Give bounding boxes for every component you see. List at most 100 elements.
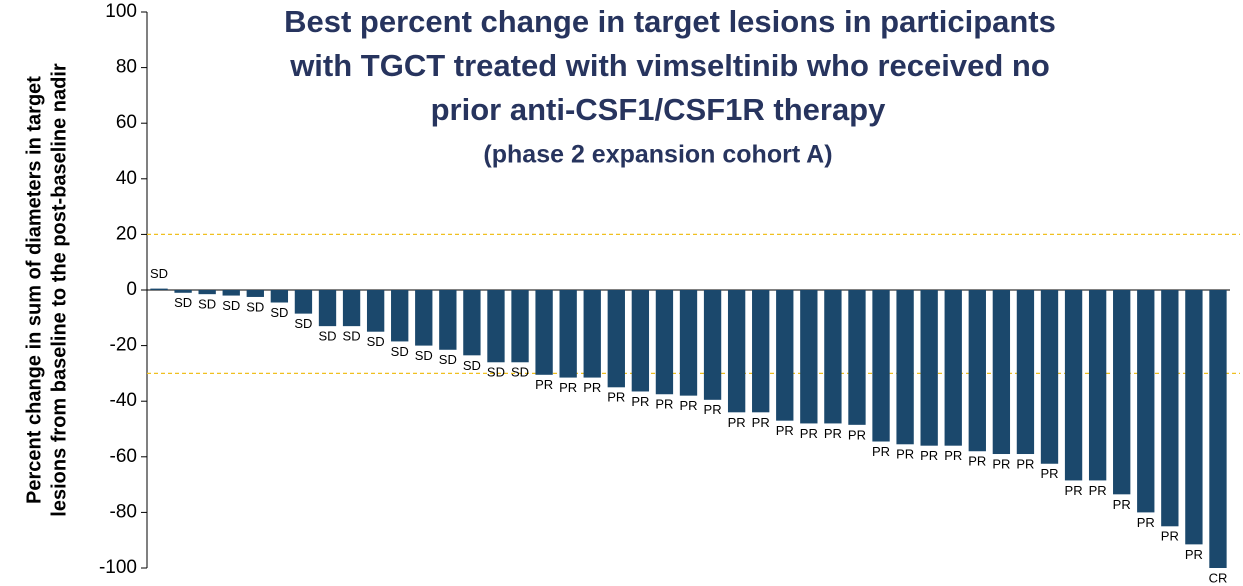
bar	[968, 290, 986, 452]
bar	[1113, 290, 1131, 495]
bar	[800, 290, 818, 424]
chart-title: prior anti-CSF1/CSF1R therapy	[431, 92, 886, 127]
bar-label: PR	[655, 397, 673, 412]
y-tick-label: 40	[116, 168, 137, 189]
bar-label: SD	[318, 329, 336, 344]
bar-label: PR	[920, 448, 938, 463]
bar	[1040, 290, 1059, 464]
bar	[391, 290, 409, 342]
y-tick-label: -60	[110, 446, 137, 467]
bar-label: PR	[631, 394, 649, 409]
bar-label: PR	[1065, 483, 1083, 498]
y-tick-label: 20	[116, 223, 137, 244]
bar	[174, 290, 192, 293]
bar	[318, 290, 337, 327]
bar	[872, 290, 890, 442]
y-tick-label: -20	[110, 335, 137, 356]
y-axis-label: Percent change in sum of diameters in ta…	[23, 76, 45, 504]
bar	[222, 290, 240, 296]
bar-label: SD	[198, 297, 216, 312]
bar-label: PR	[968, 454, 986, 469]
y-tick-label: -100	[99, 557, 137, 578]
bar-label: PR	[800, 426, 818, 441]
bar	[583, 290, 601, 378]
y-tick-label: -40	[110, 390, 137, 411]
bar-label: PR	[1161, 529, 1179, 544]
bar	[920, 290, 938, 446]
bar	[1088, 290, 1107, 481]
bar	[1209, 290, 1227, 568]
bar	[366, 290, 385, 332]
y-axis-label: lesions from baseline to the post-baseli…	[48, 63, 70, 517]
chart-title: with TGCT treated with vimseltinib who r…	[289, 48, 1050, 83]
chart-subtitle: (phase 2 expansion cohort A)	[483, 141, 832, 169]
bar-label: PR	[704, 402, 722, 417]
bar-label: PR	[944, 448, 962, 463]
bar	[559, 290, 577, 378]
bar-label: PR	[872, 444, 890, 459]
bar-label: PR	[896, 447, 914, 462]
bar-label: SD	[150, 266, 168, 281]
bar-label: SD	[367, 334, 385, 349]
bar-label: CR	[1209, 570, 1228, 585]
bar-label: SD	[343, 329, 361, 344]
bar-label: PR	[535, 377, 553, 392]
bar-label: SD	[511, 365, 529, 380]
bar	[1161, 290, 1179, 527]
bar	[655, 290, 674, 395]
bar	[944, 290, 962, 446]
y-tick-label: 80	[116, 57, 137, 78]
bar	[992, 290, 1011, 455]
bar	[1137, 290, 1155, 513]
bar-label: PR	[607, 390, 625, 405]
bar-label: PR	[1089, 483, 1107, 498]
bar-label: PR	[776, 423, 794, 438]
bar-label: SD	[439, 352, 457, 367]
bar	[824, 290, 842, 424]
y-tick-label: -80	[110, 501, 137, 522]
bar-label: SD	[270, 305, 288, 320]
bar	[535, 290, 553, 375]
bar	[246, 290, 264, 297]
bar	[727, 290, 746, 413]
bar	[463, 290, 481, 356]
bar	[607, 290, 625, 388]
bar-label: PR	[1040, 466, 1058, 481]
bar	[703, 290, 722, 400]
bar	[896, 290, 914, 445]
y-tick-label: 100	[105, 1, 137, 22]
bar-label: PR	[728, 415, 746, 430]
bar	[270, 290, 289, 303]
bar	[150, 288, 168, 290]
bar-label: SD	[487, 365, 505, 380]
bar-label: SD	[246, 299, 264, 314]
bar-label: PR	[559, 380, 577, 395]
bar-label: PR	[1016, 456, 1034, 471]
chart-title: Best percent change in target lesions in…	[284, 4, 1056, 39]
bar	[776, 290, 794, 421]
bar-label: PR	[848, 427, 866, 442]
bar	[1185, 290, 1203, 545]
y-tick-label: 60	[116, 112, 137, 133]
bar-label: PR	[1113, 497, 1131, 512]
bar	[679, 290, 698, 396]
bar	[631, 290, 650, 392]
bar-label: PR	[679, 398, 697, 413]
bar-label: SD	[174, 295, 192, 310]
bar-label: PR	[752, 415, 770, 430]
bar	[511, 290, 529, 363]
bar-label: SD	[222, 298, 240, 313]
bar	[342, 290, 361, 327]
bar-label: SD	[463, 358, 481, 373]
bar-label: PR	[824, 426, 842, 441]
bar-label: PR	[583, 380, 601, 395]
bar-label: PR	[1185, 547, 1203, 562]
bar-label: SD	[415, 348, 433, 363]
bar	[1016, 290, 1035, 455]
bar	[415, 290, 433, 346]
bar	[752, 290, 770, 413]
bar	[198, 290, 216, 295]
bar-label: SD	[294, 316, 312, 331]
bar	[439, 290, 457, 350]
bar	[294, 290, 313, 314]
